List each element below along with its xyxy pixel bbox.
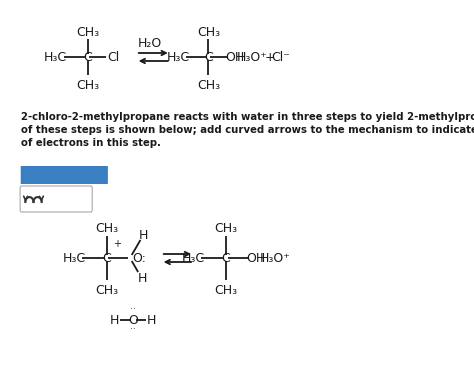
Text: C: C: [102, 252, 111, 265]
Text: H₃O⁺: H₃O⁺: [237, 51, 267, 64]
Text: CH₃: CH₃: [214, 283, 237, 296]
Text: O: O: [128, 314, 138, 327]
Text: CH₃: CH₃: [214, 221, 237, 234]
Text: H₃O⁺: H₃O⁺: [260, 252, 291, 265]
Text: C: C: [204, 51, 213, 64]
Text: OH: OH: [246, 252, 266, 265]
Text: H: H: [109, 314, 119, 327]
Text: +: +: [113, 239, 121, 249]
Text: CH₃: CH₃: [76, 25, 99, 38]
Text: ··: ··: [130, 305, 136, 314]
Text: CH₃: CH₃: [197, 25, 220, 38]
Text: OH: OH: [226, 51, 245, 64]
Text: ⌫: ⌫: [70, 194, 86, 204]
Text: ⇄: ⇄: [51, 192, 61, 205]
Text: H₃C: H₃C: [182, 252, 205, 265]
Text: H: H: [137, 272, 147, 285]
Text: H₃C: H₃C: [167, 51, 190, 64]
FancyBboxPatch shape: [20, 186, 92, 212]
Text: H: H: [139, 229, 149, 241]
Text: CH₃: CH₃: [76, 78, 99, 91]
Text: C: C: [83, 51, 92, 64]
FancyBboxPatch shape: [21, 166, 108, 184]
Text: Cl: Cl: [107, 51, 119, 64]
Text: CH₃: CH₃: [197, 78, 220, 91]
Text: ✕: ✕: [63, 194, 73, 204]
Text: CH₃: CH₃: [95, 283, 118, 296]
Text: H₃C: H₃C: [44, 51, 67, 64]
Text: 2-chloro-2-methylpropane reacts with water in three steps to yield 2-methylpropa: 2-chloro-2-methylpropane reacts with wat…: [21, 112, 474, 149]
Text: H₂O: H₂O: [138, 36, 163, 49]
Text: H₃C: H₃C: [63, 252, 86, 265]
Text: CH₃: CH₃: [95, 221, 118, 234]
Text: ··: ··: [130, 325, 136, 334]
Text: C: C: [221, 252, 230, 265]
Text: Arrow-pushing Instructions: Arrow-pushing Instructions: [0, 170, 145, 180]
Text: H: H: [147, 314, 156, 327]
Text: O:: O:: [132, 252, 146, 265]
Text: +: +: [264, 51, 275, 64]
Text: Cl⁻: Cl⁻: [272, 51, 291, 64]
